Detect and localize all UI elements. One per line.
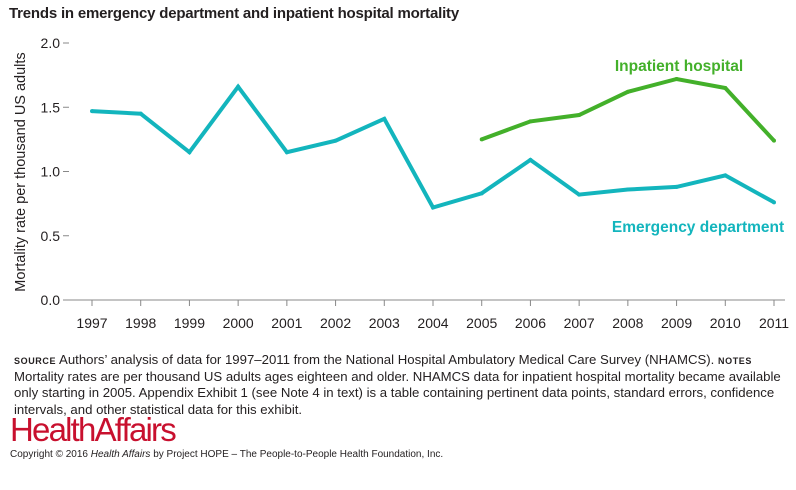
x-tick-label: 2000: [223, 315, 254, 331]
copyright-notice: Copyright © 2016 Health Affairs by Proje…: [10, 449, 443, 460]
data-point-emergency-department: [528, 157, 533, 162]
copyright-prefix: Copyright © 2016: [10, 449, 88, 460]
line-chart: Mortality rate per thousand US adults 0.0…: [13, 35, 789, 331]
data-point-inpatient-hospital: [723, 85, 728, 90]
y-tick-label: 0.0: [41, 292, 61, 308]
x-tick-label: 2003: [369, 315, 400, 331]
data-point-emergency-department: [333, 138, 338, 143]
y-tick-label: 0.5: [41, 228, 61, 244]
copyright-suffix: by Project HOPE – The People-to-People H…: [153, 449, 444, 460]
x-tick-label: 2005: [466, 315, 497, 331]
source-text: Authors’ analysis of data for 1997–2011 …: [59, 352, 715, 367]
data-point-emergency-department: [90, 109, 94, 114]
x-tick-label: 2010: [710, 315, 741, 331]
y-tick-label: 1.5: [41, 99, 61, 115]
chart-notes: Source Authors’ analysis of data for 199…: [14, 352, 790, 418]
legend-label-emergency-department: Emergency department: [612, 219, 784, 236]
data-point-emergency-department: [236, 84, 241, 89]
x-tick-label: 2009: [661, 315, 692, 331]
health-affairs-logo[interactable]: HealthAffairs: [10, 411, 177, 448]
data-point-emergency-department: [479, 191, 484, 196]
data-point-emergency-department: [674, 184, 679, 189]
data-point-inpatient-hospital: [528, 119, 533, 124]
data-point-inpatient-hospital: [772, 138, 776, 143]
x-tick-label: 2006: [515, 315, 546, 331]
data-point-emergency-department: [284, 150, 289, 155]
y-axis-title: Mortality rate per thousand US adults: [13, 52, 29, 291]
x-tick-label: 2007: [564, 315, 595, 331]
x-tick-label: 2004: [417, 315, 448, 331]
x-tick-label: 1997: [76, 315, 107, 331]
copyright-journal: Health Affairs: [90, 449, 151, 460]
notes-label: Notes: [718, 352, 753, 367]
data-point-inpatient-hospital: [479, 137, 484, 142]
legend-label-inpatient-hospital: Inpatient hospital: [615, 58, 743, 75]
data-point-emergency-department: [577, 192, 582, 197]
y-tick-label: 1.0: [41, 164, 61, 180]
source-label: Source: [14, 352, 57, 367]
data-point-emergency-department: [187, 150, 192, 155]
series-line-inpatient-hospital: [481, 76, 776, 143]
x-tick-label: 2002: [320, 315, 351, 331]
data-point-emergency-department: [138, 111, 143, 116]
x-tick-label: 1999: [174, 315, 205, 331]
data-point-emergency-department: [431, 205, 435, 210]
y-tick-label: 2.0: [41, 35, 61, 51]
data-point-inpatient-hospital: [625, 89, 630, 94]
x-tick-label: 2001: [271, 315, 302, 331]
data-point-emergency-department: [625, 187, 630, 192]
x-tick-label: 2011: [759, 315, 789, 331]
data-point-inpatient-hospital: [674, 76, 679, 81]
data-point-emergency-department: [772, 200, 776, 205]
data-point-inpatient-hospital: [577, 112, 582, 117]
notes-text: Mortality rates are per thousand US adul…: [14, 368, 781, 417]
x-tick-label: 1998: [125, 315, 156, 331]
data-point-emergency-department: [382, 116, 387, 121]
data-point-emergency-department: [723, 173, 728, 178]
x-tick-label: 2008: [612, 315, 643, 331]
chart-title: Trends in emergency department and inpat…: [9, 5, 459, 22]
series-line-emergency-department: [91, 83, 775, 210]
